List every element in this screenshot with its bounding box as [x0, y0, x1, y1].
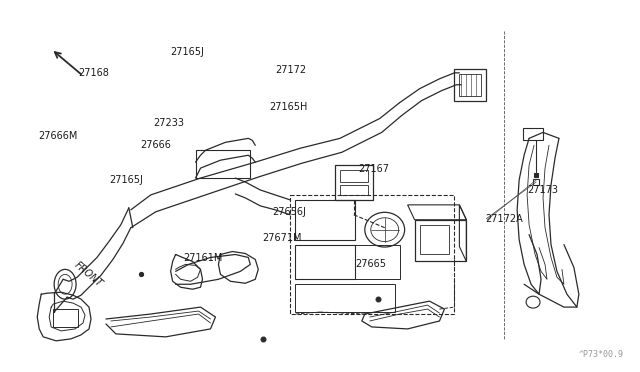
Bar [355, 244, 399, 279]
Text: 27161M: 27161M [183, 253, 222, 263]
Text: 27233: 27233 [153, 118, 184, 128]
Bar [335, 165, 372, 200]
Text: FRONT: FRONT [73, 260, 105, 289]
Text: 27165H: 27165H [269, 102, 307, 112]
Text: 27173: 27173 [527, 185, 558, 195]
Bar [196, 150, 250, 178]
Text: 27671M: 27671M [262, 233, 302, 243]
Text: 27167: 27167 [358, 164, 389, 174]
Text: 27172A: 27172A [486, 214, 524, 224]
Text: 27656J: 27656J [272, 207, 306, 217]
Bar [295, 284, 395, 312]
Text: 27666: 27666 [140, 140, 171, 150]
Bar [295, 200, 355, 240]
Bar [340, 185, 368, 195]
Bar [295, 244, 355, 279]
Text: 27165J: 27165J [170, 47, 204, 57]
Bar [454, 69, 486, 101]
Text: 27665: 27665 [355, 259, 386, 269]
Bar [415, 220, 467, 262]
Bar [53, 309, 78, 327]
Text: ^P73*00.9: ^P73*00.9 [579, 350, 623, 359]
Bar [290, 195, 454, 314]
Text: 27666M: 27666M [38, 131, 77, 141]
Text: 27168: 27168 [78, 68, 109, 78]
Bar [460, 74, 481, 96]
Text: 27172: 27172 [275, 65, 307, 75]
Bar [340, 170, 368, 182]
Text: 27165J: 27165J [109, 176, 143, 186]
Bar [523, 128, 543, 140]
Bar [420, 225, 449, 254]
